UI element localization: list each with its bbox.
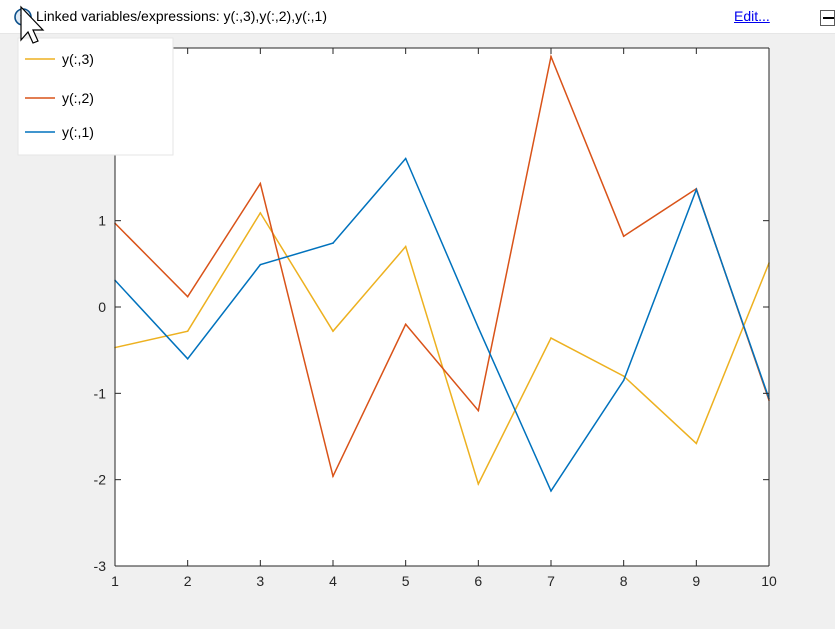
- data-point-series-2-6: [477, 409, 480, 412]
- y-tick-label-1: 1: [98, 213, 106, 229]
- series-line-3: [114, 157, 770, 493]
- legend-box: [17, 37, 174, 156]
- y-tick-label--3: -3: [94, 558, 107, 574]
- data-point-series-3-3: [259, 263, 262, 266]
- linked-variables-bar: Linked variables/expressions: y(:,3),y(:…: [0, 0, 835, 34]
- edit-link[interactable]: Edit...: [734, 8, 770, 24]
- x-tick-label-3: 3: [256, 573, 264, 589]
- data-point-series-2-7: [550, 55, 552, 58]
- data-point-series-2-2: [186, 295, 189, 298]
- data-point-series-1-8: [622, 375, 625, 377]
- chart-series-layer: [114, 54, 770, 493]
- legend-entry-y-1: y(:,1): [62, 124, 94, 140]
- data-point-series-3-5: [404, 157, 407, 160]
- mouse-cursor-icon: [20, 5, 45, 44]
- x-tick-label-8: 8: [620, 573, 628, 589]
- data-point-series-3-9: [695, 188, 698, 191]
- data-point-series-3-2: [186, 358, 189, 360]
- data-point-series-3-4: [332, 242, 334, 244]
- data-point-series-2-4: [332, 475, 334, 478]
- plot-area: [115, 48, 769, 566]
- x-tick-label-10: 10: [761, 573, 777, 589]
- legend-entry-y-3: y(:,3): [62, 51, 94, 67]
- data-point-series-1-4: [332, 330, 334, 332]
- data-point-series-1-2: [186, 330, 189, 332]
- x-tick-label-4: 4: [329, 573, 337, 589]
- data-point-series-2-3: [259, 182, 262, 185]
- data-point-series-1-5: [404, 245, 407, 248]
- x-tick-label-6: 6: [474, 573, 482, 589]
- legend[interactable]: y(:,3) y(:,2) y(:,1): [17, 37, 174, 156]
- data-point-series-3-6: [477, 326, 480, 329]
- data-point-series-2-5: [404, 323, 407, 326]
- data-point-series-1-3: [259, 212, 262, 214]
- data-point-series-1-9: [695, 442, 698, 445]
- y-axis-ticks: -3 -2 -1 0 1: [94, 213, 769, 574]
- x-tick-label-5: 5: [402, 573, 410, 589]
- x-axis-ticks: 1 2 3 4 5 6 7 8 9 10: [111, 48, 777, 589]
- y-tick-label--1: -1: [94, 385, 107, 401]
- linked-variables-text: Linked variables/expressions: y(:,3),y(:…: [36, 8, 327, 24]
- y-tick-label-0: 0: [98, 299, 106, 315]
- data-point-series-3-8: [622, 379, 625, 382]
- series-line-2: [114, 54, 770, 479]
- legend-entry-y-2: y(:,2): [62, 90, 94, 106]
- data-point-series-3-7: [550, 490, 552, 492]
- x-tick-label-7: 7: [547, 573, 555, 589]
- data-point-series-1-7: [550, 337, 552, 339]
- x-tick-label-1: 1: [111, 573, 119, 589]
- data-point-series-1-6: [477, 483, 480, 485]
- y-tick-label--2: -2: [94, 472, 107, 488]
- x-tick-label-9: 9: [692, 573, 700, 589]
- x-tick-label-2: 2: [184, 573, 192, 589]
- series-line-1: [114, 211, 770, 486]
- data-point-series-2-8: [622, 235, 625, 238]
